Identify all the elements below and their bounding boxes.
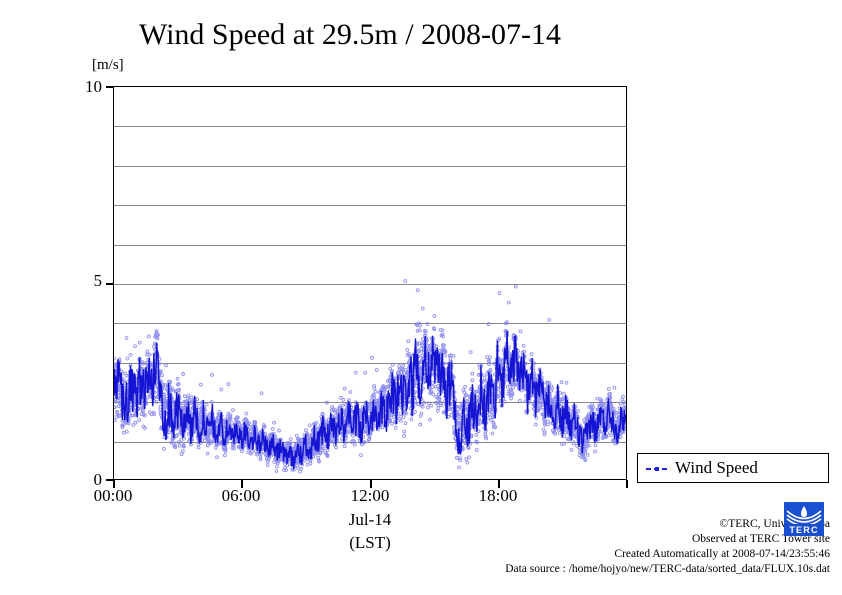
footer-created-at: Created Automatically at 2008-07-14/23:5… [614, 548, 830, 560]
footer-copyright: ©TERC, Univ. Tsukuba [719, 518, 830, 530]
gridline-3 [114, 363, 626, 364]
legend[interactable]: Wind Speed [637, 453, 829, 483]
footer-data-source: Data source : /home/hojyo/new/TERC-data/… [505, 563, 830, 575]
y-tick-mark-0 [106, 479, 113, 481]
gridline-7 [114, 205, 626, 206]
y-tick-label-5: 5 [93, 271, 103, 290]
gridline-1 [114, 442, 626, 443]
chart-title: Wind Speed at 29.5m / 2008-07-14 [138, 18, 562, 51]
y-tick-label-0: 0 [93, 470, 103, 489]
x-tick-mark-06 [241, 480, 243, 488]
gridline-8 [114, 166, 626, 167]
x-tick-label-12: 12:00 [350, 486, 390, 505]
wind-speed-series [114, 279, 626, 474]
footer-observed-at: Observed at TERC Tower site [691, 533, 830, 545]
x-tick-mark-24 [626, 480, 628, 488]
y-tick-label-10: 10 [85, 77, 102, 96]
y-tick-mark-10 [106, 86, 113, 88]
legend-label-wind-speed: Wind Speed [675, 458, 758, 477]
x-tick-mark-12 [370, 480, 372, 488]
y-axis-unit-label: [m/s] [92, 57, 124, 73]
terc-logo-icon: TERC [784, 502, 824, 536]
gridline-9 [114, 126, 626, 127]
svg-text:TERC: TERC [789, 525, 818, 535]
x-tick-mark-00 [113, 480, 115, 488]
x-axis-timezone-label: (LST) [349, 533, 391, 552]
x-tick-mark-18 [498, 480, 500, 488]
gridline-4 [114, 323, 626, 324]
x-tick-label-06: 06:00 [221, 486, 261, 505]
gridline-5 [114, 284, 626, 285]
x-tick-label-18: 18:00 [478, 486, 518, 505]
gridline-6 [114, 245, 626, 246]
x-axis-date-label: Jul-14 [348, 510, 392, 529]
footer-credits: ©TERC, Univ. Tsukuba Observed at TERC To… [400, 517, 830, 577]
x-tick-label-00: 00:00 [93, 486, 133, 505]
plot-area [113, 86, 627, 480]
y-tick-mark-5 [106, 283, 113, 285]
legend-line-marker-icon [646, 462, 668, 474]
